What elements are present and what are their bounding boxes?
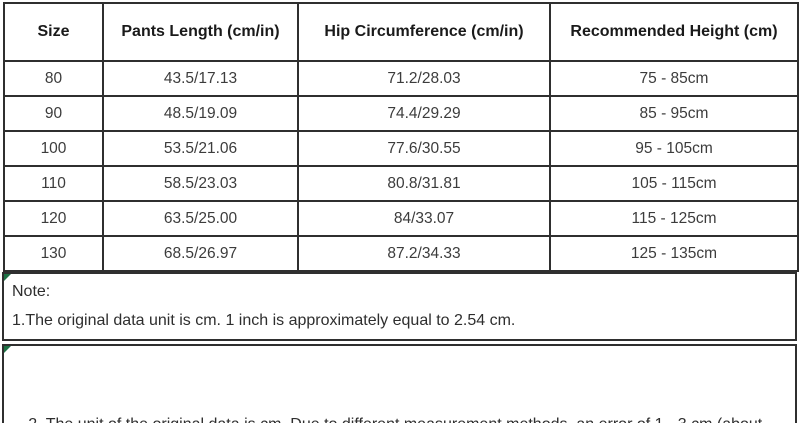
hip-circumference-cell: 71.2/28.03 <box>297 60 551 97</box>
column-header-pants-length: Pants Length (cm/in) <box>102 2 299 62</box>
recommended-height-cell: 115 - 125cm <box>549 200 799 237</box>
green-corner-marker-icon <box>4 346 11 353</box>
hip-circumference-cell: 74.4/29.29 <box>297 95 551 132</box>
pants-length-cell: 63.5/25.00 <box>102 200 299 237</box>
hip-circumference-cell: 87.2/34.33 <box>297 235 551 272</box>
pants-length-cell: 68.5/26.97 <box>102 235 299 272</box>
size-cell: 90 <box>3 95 104 132</box>
note-block-2: 2. The unit of the original data is cm. … <box>2 344 797 423</box>
note-line-2: 2. The unit of the original data is cm. … <box>6 416 767 423</box>
note-title: Note: <box>12 283 51 300</box>
column-header-recommended-height: Recommended Height (cm) <box>549 2 799 62</box>
note-line-1: 1.The original data unit is cm. 1 inch i… <box>12 312 516 329</box>
table-row: 90 48.5/19.09 74.4/29.29 85 - 95cm <box>3 95 799 132</box>
size-cell: 130 <box>3 235 104 272</box>
hip-circumference-cell: 80.8/31.81 <box>297 165 551 202</box>
pants-length-cell: 48.5/19.09 <box>102 95 299 132</box>
hip-circumference-cell: 77.6/30.55 <box>297 130 551 167</box>
recommended-height-cell: 105 - 115cm <box>549 165 799 202</box>
table-row: 100 53.5/21.06 77.6/30.55 95 - 105cm <box>3 130 799 167</box>
pants-length-cell: 43.5/17.13 <box>102 60 299 97</box>
table-row: 80 43.5/17.13 71.2/28.03 75 - 85cm <box>3 60 799 97</box>
recommended-height-cell: 125 - 135cm <box>549 235 799 272</box>
table-row: 120 63.5/25.00 84/33.07 115 - 125cm <box>3 200 799 237</box>
recommended-height-cell: 85 - 95cm <box>549 95 799 132</box>
pants-length-cell: 53.5/21.06 <box>102 130 299 167</box>
note-block-1: Note: 1.The original data unit is cm. 1 … <box>2 272 797 341</box>
recommended-height-cell: 75 - 85cm <box>549 60 799 97</box>
table-row: 110 58.5/23.03 80.8/31.81 105 - 115cm <box>3 165 799 202</box>
size-chart-table: Size Pants Length (cm/in) Hip Circumfere… <box>3 2 799 272</box>
size-cell: 110 <box>3 165 104 202</box>
size-cell: 100 <box>3 130 104 167</box>
green-corner-marker-icon <box>4 274 11 281</box>
size-cell: 120 <box>3 200 104 237</box>
size-cell: 80 <box>3 60 104 97</box>
column-header-hip-circumference: Hip Circumference (cm/in) <box>297 2 551 62</box>
recommended-height-cell: 95 - 105cm <box>549 130 799 167</box>
header-row: Size Pants Length (cm/in) Hip Circumfere… <box>3 2 799 62</box>
pants-length-cell: 58.5/23.03 <box>102 165 299 202</box>
column-header-size: Size <box>3 2 104 62</box>
table-row: 130 68.5/26.97 87.2/34.33 125 - 135cm <box>3 235 799 272</box>
hip-circumference-cell: 84/33.07 <box>297 200 551 237</box>
